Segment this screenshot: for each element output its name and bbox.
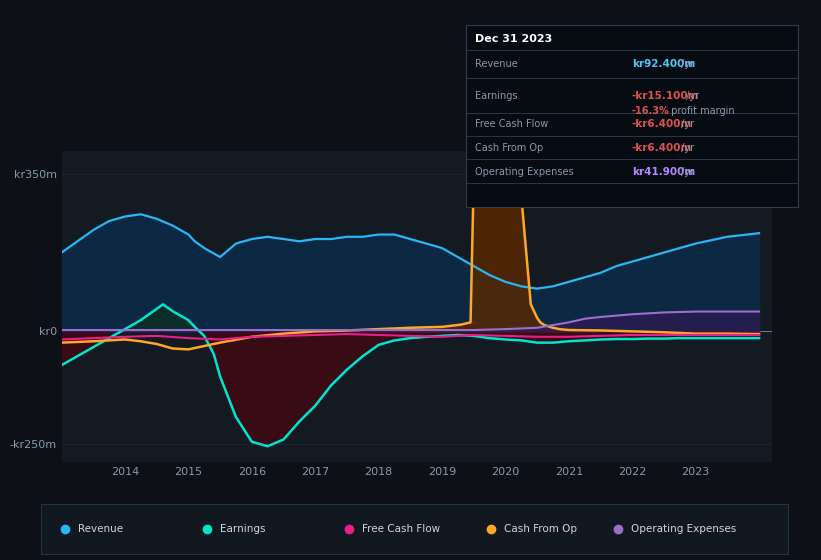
Text: Earnings: Earnings	[475, 91, 518, 101]
Text: /yr: /yr	[678, 167, 695, 177]
Text: /yr: /yr	[678, 119, 695, 129]
Text: Revenue: Revenue	[79, 524, 123, 534]
Text: -16.3%: -16.3%	[632, 106, 669, 116]
Text: Operating Expenses: Operating Expenses	[475, 167, 574, 177]
Text: Free Cash Flow: Free Cash Flow	[362, 524, 440, 534]
Text: Dec 31 2023: Dec 31 2023	[475, 34, 553, 44]
Text: -kr15.100m: -kr15.100m	[632, 91, 699, 101]
Text: kr92.400m: kr92.400m	[632, 59, 695, 69]
Text: Operating Expenses: Operating Expenses	[631, 524, 736, 534]
Text: Cash From Op: Cash From Op	[475, 143, 544, 153]
Text: /yr: /yr	[683, 91, 699, 101]
Text: kr41.900m: kr41.900m	[632, 167, 695, 177]
Text: Revenue: Revenue	[475, 59, 518, 69]
Text: profit margin: profit margin	[667, 106, 734, 116]
Text: Free Cash Flow: Free Cash Flow	[475, 119, 548, 129]
Text: -kr6.400m: -kr6.400m	[632, 119, 692, 129]
Text: /yr: /yr	[678, 59, 695, 69]
Text: Earnings: Earnings	[220, 524, 266, 534]
Text: Cash From Op: Cash From Op	[504, 524, 577, 534]
Text: /yr: /yr	[678, 143, 695, 153]
Text: -kr6.400m: -kr6.400m	[632, 143, 692, 153]
